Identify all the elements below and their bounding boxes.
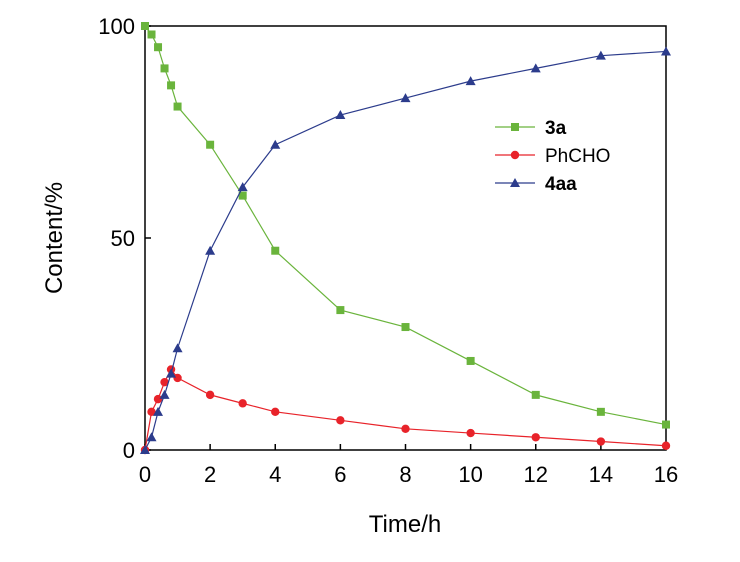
data-point-4aa <box>530 63 541 73</box>
data-point-3a <box>173 102 182 111</box>
legend-marker-phcho <box>510 150 520 160</box>
legend-label-3a: 3a <box>545 118 567 139</box>
legend-label-phcho: PhCHO <box>545 146 610 167</box>
legend-marker-3a <box>511 123 519 131</box>
x-axis-title: Time/h <box>369 511 441 538</box>
data-point-4aa <box>661 46 671 56</box>
x-tick-label: 6 <box>334 462 346 487</box>
data-point-4aa <box>465 76 476 86</box>
legend-marker-4aa <box>510 178 520 187</box>
data-point-3a <box>154 43 163 52</box>
data-point-phcho <box>160 377 169 387</box>
y-axis: 0 50 100 <box>98 14 151 463</box>
data-point-phcho <box>336 416 345 425</box>
x-tick-label: 14 <box>589 462 613 487</box>
data-point-4aa <box>270 139 281 149</box>
series-3a <box>141 22 670 429</box>
data-point-4aa <box>595 50 606 60</box>
series-line-phcho <box>144 368 667 451</box>
data-point-4aa <box>205 245 216 255</box>
data-point-3a <box>271 246 280 255</box>
data-point-3a <box>160 64 169 73</box>
data-point-3a <box>662 420 670 429</box>
data-point-3a <box>238 191 247 200</box>
data-point-4aa <box>335 110 346 120</box>
data-point-phcho <box>147 407 156 417</box>
x-tick-label: 16 <box>654 462 678 487</box>
data-point-3a <box>147 30 156 39</box>
data-point-4aa <box>166 368 177 378</box>
x-tick-label: 0 <box>139 462 151 487</box>
plot-frame <box>144 25 667 451</box>
x-tick-label: 10 <box>458 462 482 487</box>
data-point-phcho <box>173 373 182 383</box>
data-point-3a <box>336 306 345 315</box>
data-point-4aa <box>400 93 411 103</box>
y-tick-label: 0 <box>123 438 135 463</box>
data-point-3a <box>531 390 540 399</box>
data-point-phcho <box>661 441 671 450</box>
data-point-4aa <box>153 406 164 416</box>
data-point-3a <box>206 140 215 149</box>
data-point-3a <box>167 81 176 90</box>
data-point-4aa <box>159 389 170 399</box>
x-axis: 0 2 4 6 8 10 12 14 16 <box>139 444 678 487</box>
data-point-4aa <box>172 343 183 353</box>
data-point-3a <box>596 407 605 416</box>
data-point-phcho <box>466 428 475 438</box>
series-phcho <box>140 365 671 455</box>
series-line-4aa <box>144 50 667 451</box>
data-point-phcho <box>205 390 215 400</box>
y-tick-label: 50 <box>111 226 135 251</box>
data-point-4aa <box>237 182 248 192</box>
y-tick-label: 100 <box>98 14 135 39</box>
x-tick-label: 8 <box>399 462 411 487</box>
legend-label-4aa: 4aa <box>545 174 577 195</box>
data-point-phcho <box>153 394 163 404</box>
data-point-4aa <box>146 432 157 442</box>
data-point-phcho <box>271 407 280 417</box>
data-point-phcho <box>531 433 540 442</box>
series-4aa <box>140 46 671 454</box>
y-axis-title: Content/% <box>41 182 68 294</box>
legend: 3a PhCHO 4aa <box>495 118 610 195</box>
data-point-3a <box>466 356 475 365</box>
data-point-phcho <box>401 424 410 433</box>
x-tick-label: 12 <box>524 462 548 487</box>
series-layer <box>140 22 671 455</box>
data-point-phcho <box>238 399 247 408</box>
x-tick-label: 4 <box>269 462 281 487</box>
data-point-phcho <box>596 437 606 446</box>
data-point-4aa <box>140 445 150 454</box>
data-point-3a <box>141 22 149 30</box>
x-tick-label: 2 <box>204 462 216 487</box>
data-point-3a <box>401 323 410 332</box>
